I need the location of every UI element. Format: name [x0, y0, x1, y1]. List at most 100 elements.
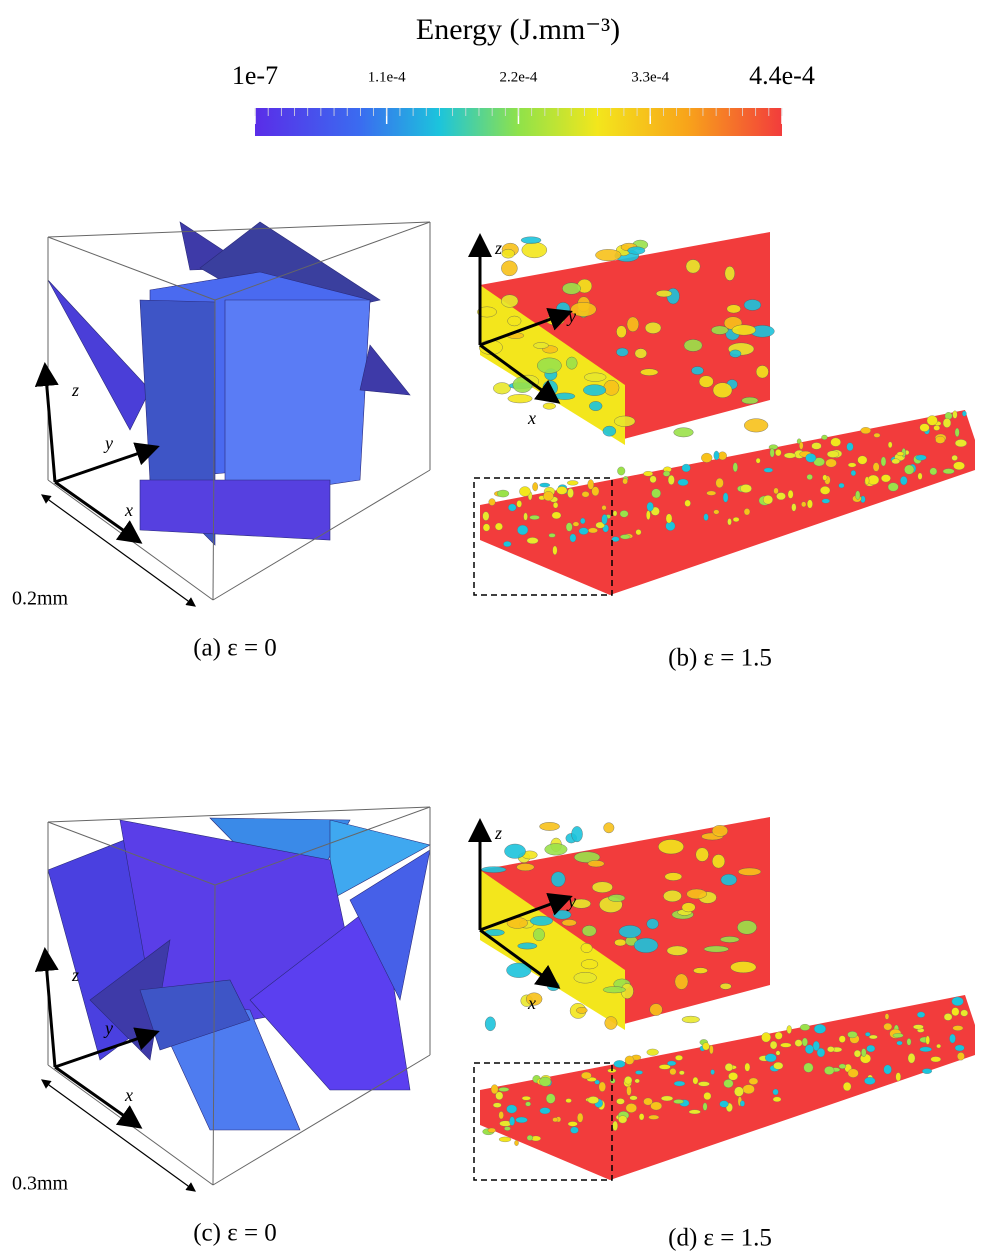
grain	[711, 325, 729, 335]
grain	[755, 365, 769, 379]
axis-label: y⃗	[566, 891, 590, 911]
box-edge	[47, 821, 216, 886]
grain	[573, 851, 601, 863]
grain	[846, 442, 854, 451]
grain	[962, 410, 967, 417]
grain	[498, 1087, 510, 1092]
grain	[498, 1111, 504, 1120]
grain	[532, 482, 538, 492]
grain	[503, 541, 512, 547]
grain	[775, 1050, 781, 1056]
box-edge	[212, 469, 431, 601]
grain	[646, 1048, 659, 1056]
grain	[572, 521, 580, 527]
axis-label: z⃗	[71, 965, 93, 985]
grain	[692, 1076, 699, 1085]
grain	[813, 457, 825, 467]
grain	[521, 241, 548, 259]
grain	[552, 909, 572, 920]
grain	[614, 938, 627, 947]
grain	[887, 441, 893, 448]
grain	[824, 1066, 835, 1075]
grain	[783, 452, 796, 459]
grain	[501, 260, 518, 277]
grain	[864, 1077, 876, 1085]
grain	[622, 478, 628, 485]
grain	[811, 442, 822, 450]
grain	[719, 1100, 729, 1108]
grain	[521, 1096, 531, 1101]
grain	[709, 1045, 714, 1055]
axis-arrow	[479, 307, 573, 347]
grain	[730, 961, 757, 974]
grain	[553, 502, 559, 509]
grain	[720, 873, 738, 886]
box-edge	[47, 221, 431, 238]
scale-bar	[41, 1079, 196, 1192]
grain	[724, 1063, 734, 1072]
scale-label: 0.2mm	[12, 588, 69, 610]
grain	[587, 860, 605, 868]
grain	[517, 524, 529, 535]
grain	[539, 482, 551, 488]
axis-arrow	[479, 343, 561, 404]
grain	[772, 1088, 779, 1096]
grain	[674, 973, 689, 990]
grain	[865, 1032, 871, 1037]
grain	[601, 505, 607, 511]
grain	[866, 1044, 876, 1053]
grain	[732, 517, 740, 523]
grain	[706, 490, 717, 496]
grain	[821, 434, 828, 440]
grain	[543, 491, 554, 501]
grain	[710, 1069, 715, 1075]
grain	[565, 1098, 572, 1103]
grain	[702, 1102, 708, 1111]
axis-arrow	[54, 1027, 160, 1069]
grain	[740, 1100, 745, 1107]
grain	[951, 1007, 960, 1017]
axis-arrow	[479, 892, 573, 932]
grain	[881, 474, 891, 483]
grain	[801, 501, 807, 508]
panel-caption: (d) ε = 1.5	[668, 1225, 772, 1252]
grain	[813, 1024, 826, 1034]
grain	[765, 1053, 777, 1063]
grain	[509, 1116, 515, 1126]
grain	[761, 1032, 771, 1043]
grain	[943, 1013, 953, 1021]
grain	[722, 492, 729, 503]
grain	[776, 492, 786, 501]
grain	[565, 522, 573, 532]
grain	[684, 499, 691, 507]
grain	[744, 418, 769, 433]
grain	[619, 510, 629, 518]
box-edge	[212, 299, 216, 601]
grain	[667, 1060, 677, 1066]
grain	[554, 392, 576, 400]
grain	[695, 847, 709, 862]
grain	[603, 822, 615, 834]
grain	[516, 863, 535, 872]
grain	[595, 249, 622, 262]
grain	[545, 1093, 556, 1104]
grain	[954, 427, 960, 437]
axis-arrow	[34, 947, 59, 1068]
grain	[567, 480, 579, 486]
grain	[693, 967, 708, 974]
grain	[769, 1040, 778, 1050]
grain	[929, 467, 938, 476]
grain	[603, 379, 620, 396]
grain	[769, 448, 775, 458]
grain	[868, 1034, 878, 1040]
grain	[552, 1117, 559, 1123]
grain	[896, 451, 905, 456]
axis-label: z⃗	[494, 823, 516, 843]
grain	[685, 259, 701, 274]
grain	[495, 1091, 504, 1100]
grain	[646, 918, 659, 930]
grain	[922, 1068, 933, 1074]
scale-label: 0.3mm	[12, 1173, 69, 1195]
grain	[727, 518, 732, 526]
grain	[634, 348, 647, 359]
